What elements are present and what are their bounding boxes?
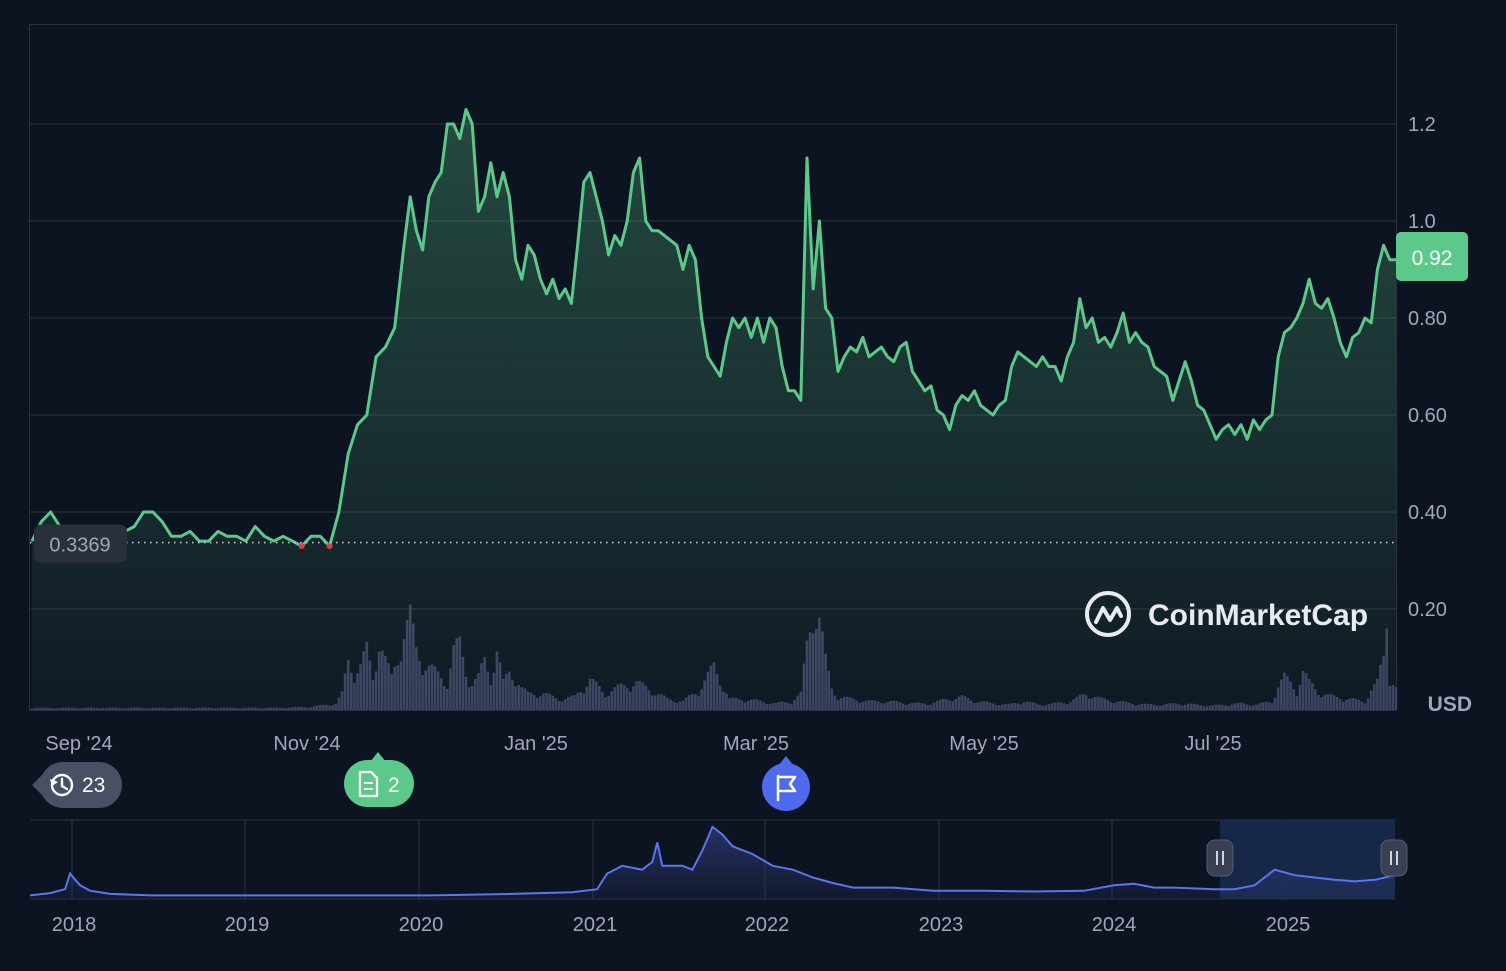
history-icon xyxy=(50,773,74,797)
event-marker[interactable] xyxy=(762,756,810,811)
coinmarketcap-logo-icon xyxy=(1085,591,1131,637)
main-plot-frame xyxy=(29,24,1397,711)
x-tick-label: Mar '25 xyxy=(723,733,789,755)
price-area-fill xyxy=(32,109,1396,710)
navigator-year-label: 2021 xyxy=(573,914,618,936)
x-tick-label: Sep '24 xyxy=(45,733,112,755)
navigator-year-label: 2025 xyxy=(1266,914,1311,936)
x-tick-label: Jul '25 xyxy=(1184,733,1241,755)
price-dip-marker xyxy=(298,542,305,549)
y-axis-labels: 0.20 0.40 0.60 0.80 1.0 1.2 xyxy=(1408,114,1447,621)
current-price-badge: 0.92 xyxy=(1396,232,1468,281)
navigator-year-label: 2020 xyxy=(399,914,444,936)
price-line xyxy=(30,108,1396,548)
y-tick-label: 1.2 xyxy=(1408,114,1436,136)
x-tick-label: Jan '25 xyxy=(504,733,568,755)
navigator-area xyxy=(30,826,1395,899)
navigator-right-handle[interactable] xyxy=(1380,839,1408,877)
y-tick-label: 0.60 xyxy=(1408,405,1447,427)
watermark-text: CoinMarketCap xyxy=(1148,599,1368,632)
range-navigator[interactable] xyxy=(29,819,1408,900)
x-tick-label: Nov '24 xyxy=(273,733,340,755)
y-tick-label: 0.80 xyxy=(1408,308,1447,330)
navigator-line xyxy=(29,825,1396,897)
navigator-year-label: 2023 xyxy=(919,914,964,936)
price-dip-marker xyxy=(326,542,333,549)
x-axis-labels: Sep '24 Nov '24 Jan '25 Mar '25 May '25 Jul '… xyxy=(45,733,1241,755)
news-count: 2 xyxy=(388,774,400,797)
history-count: 23 xyxy=(82,774,105,797)
history-marker[interactable]: 23 xyxy=(32,762,122,808)
y-tick-label: 1.0 xyxy=(1408,211,1436,233)
currency-label: USD xyxy=(1428,693,1472,716)
document-icon xyxy=(358,770,379,798)
watermark: CoinMarketCap xyxy=(1085,591,1368,637)
baseline-label-bg xyxy=(34,524,127,563)
navigator-year-label: 2018 xyxy=(52,914,97,936)
baseline-label: 0.3369 xyxy=(49,535,110,557)
price-area xyxy=(30,108,1396,710)
navigator-left-handle[interactable] xyxy=(1206,839,1234,877)
navigator-year-labels: 2018 2019 2020 2021 2022 2023 2024 2025 xyxy=(52,914,1311,936)
navigator-year-label: 2024 xyxy=(1092,914,1137,936)
flag-icon xyxy=(776,774,797,802)
y-tick-label: 0.20 xyxy=(1408,599,1447,621)
navigator-year-label: 2019 xyxy=(225,914,270,936)
x-tick-label: May '25 xyxy=(949,733,1018,755)
baseline-group: 0.3369 xyxy=(30,524,1396,563)
navigator-year-label: 2022 xyxy=(745,914,790,936)
news-marker[interactable]: 2 xyxy=(344,752,414,807)
current-price-label: 0.92 xyxy=(1412,247,1453,270)
y-tick-label: 0.40 xyxy=(1408,502,1447,524)
